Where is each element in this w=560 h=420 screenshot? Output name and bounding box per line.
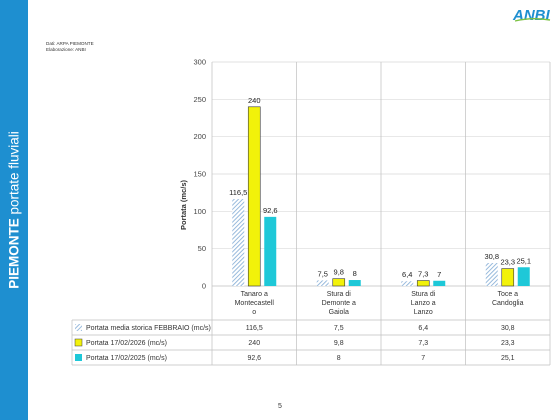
source-note: Dati: ARPA PIEMONTE Elaborazione: ANBI [46,41,94,54]
data-label: 7,3 [418,270,428,279]
legend-label: Portata 17/02/2026 (mc/s) [86,340,167,347]
category-label: Gaiola [329,309,349,316]
legend-label: Portata 17/02/2025 (mc/s) [86,355,167,362]
table-cell: 92,6 [247,355,261,362]
table-cell: 30,8 [501,325,515,332]
y-tick-label: 100 [193,207,206,216]
bar [485,263,498,286]
category-label: Lanzo [414,309,433,316]
data-label: 30,8 [484,252,499,261]
bar [501,268,515,287]
data-label: 6,4 [402,270,412,279]
category-label: Toce a [497,291,518,298]
table-cell: 7 [421,355,425,362]
bar [264,216,277,286]
bar [316,280,329,286]
category-label: Tanaro a [241,291,268,298]
legend-label: Portata media storica FEBBRAIO (mc/s) [86,325,211,332]
table-cell: 8 [337,355,341,362]
data-label: 7,5 [318,269,328,278]
table-cell: 7,5 [334,325,344,332]
page-number: 5 [278,403,282,410]
y-tick-label: 200 [193,132,206,141]
bar [517,267,530,286]
data-label: 8 [353,269,357,278]
table-cell: 116,5 [246,325,263,332]
legend-key [75,324,82,331]
bar [416,280,430,287]
data-label: 9,8 [334,268,344,277]
sidebar-band: PIEMONTE portate fluviali [0,0,28,420]
y-tick-label: 250 [193,95,206,104]
y-tick-label: 0 [202,282,206,291]
y-tick-label: 50 [198,244,206,253]
category-label: Candoglia [492,300,524,307]
category-label: Montecastell [235,300,275,307]
data-label: 7 [437,270,441,279]
table-cell: 7,3 [418,340,428,347]
data-label: 92,6 [263,206,278,215]
table-cell: 23,3 [501,340,515,347]
data-label: 25,1 [516,256,531,265]
data-label: 240 [248,96,261,105]
bar [348,280,361,286]
bar [247,106,261,287]
category-label: Stura di [327,291,352,298]
table-cell: 25,1 [501,355,515,362]
table-cell: 240 [248,340,260,347]
anbi-logo: ANBI [512,7,550,22]
data-label: 116,5 [229,188,247,197]
bar [433,280,446,286]
category-label: o [252,309,256,316]
y-tick-label: 150 [193,170,206,179]
legend-key [74,338,83,347]
y-tick-label: 300 [193,58,206,67]
bar [232,199,245,286]
source-line: Dati: ARPA PIEMONTE [46,41,94,46]
data-label: 23,3 [500,258,515,267]
table-cell: 9,8 [334,340,344,347]
table-cell: 6,4 [418,325,428,332]
y-axis-label: Portata (mc/s) [179,179,188,230]
category-label: Stura di [411,291,436,298]
credit-line: Elaborazione: ANBI [46,47,86,53]
legend-key [75,354,82,361]
bar [332,278,346,287]
category-label: Lanzo a [411,300,436,307]
bar [401,281,414,286]
category-label: Demonte a [322,300,356,307]
